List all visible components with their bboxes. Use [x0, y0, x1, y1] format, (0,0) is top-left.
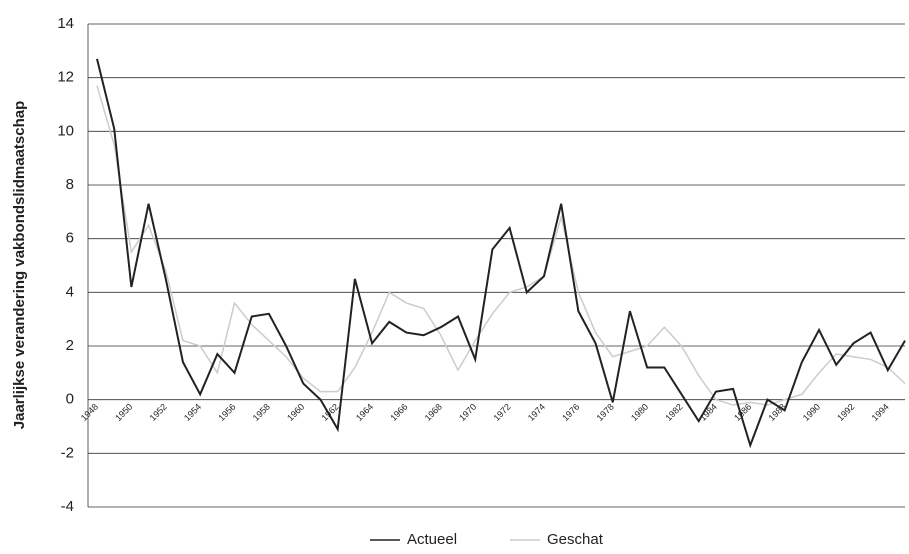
x-tick-label: 1968 [423, 402, 444, 423]
x-tick-label: 1976 [560, 402, 581, 423]
x-tick-label: 1952 [148, 402, 169, 423]
y-tick-label: 10 [57, 122, 74, 139]
x-tick-label: 1970 [457, 402, 478, 423]
y-tick-label: 0 [66, 391, 74, 408]
y-tick-label: 8 [66, 176, 74, 193]
x-tick-label: 1960 [285, 402, 306, 423]
y-tick-label: 12 [57, 69, 74, 86]
x-tick-label: 1978 [595, 402, 616, 423]
y-tick-label: 4 [66, 283, 74, 300]
legend-label: Geschat [547, 531, 604, 548]
x-tick-label: 1954 [182, 402, 203, 423]
x-tick-label: 1974 [526, 402, 547, 423]
legend-label: Actueel [407, 531, 457, 548]
x-tick-label: 1972 [491, 402, 512, 423]
x-tick-label: 1948 [79, 402, 100, 423]
series-line [96, 58, 906, 449]
x-tick-label: 1992 [835, 402, 856, 423]
y-tick-label: 14 [57, 15, 74, 32]
y-tick-label: 2 [66, 337, 74, 354]
x-tick-label: 1980 [629, 402, 650, 423]
series-line [96, 85, 906, 406]
x-tick-label: 1956 [216, 402, 237, 423]
x-tick-label: 1964 [354, 402, 375, 423]
x-tick-label: 1950 [113, 402, 134, 423]
y-axis-title: Jaarlijkse verandering vakbondslidmaatsc… [11, 101, 28, 429]
y-tick-label: -2 [61, 444, 74, 461]
y-tick-label: 6 [66, 230, 74, 247]
x-tick-label: 1966 [388, 402, 409, 423]
x-tick-label: 1994 [870, 402, 891, 423]
x-tick-label: 1958 [251, 402, 272, 423]
y-tick-label: -4 [61, 498, 74, 515]
x-tick-label: 1982 [663, 402, 684, 423]
x-tick-label: 1990 [801, 402, 822, 423]
